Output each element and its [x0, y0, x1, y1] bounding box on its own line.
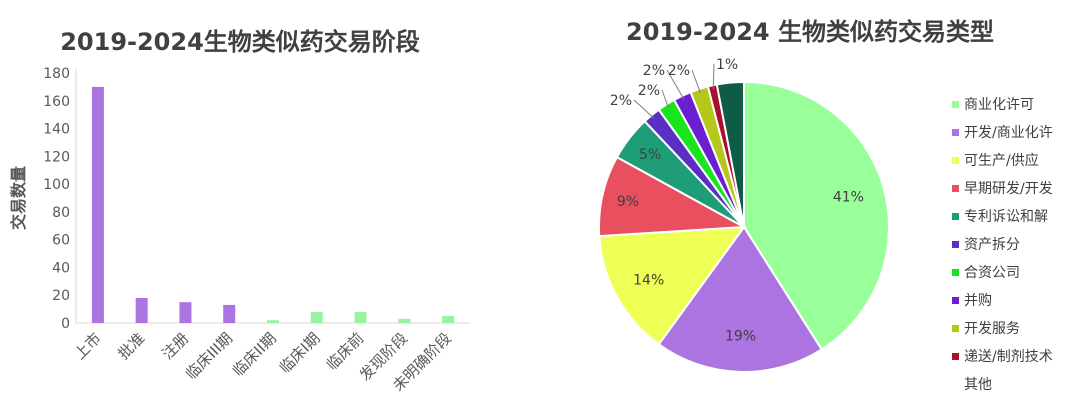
- y-tick-label: 80: [52, 205, 70, 221]
- bar: [135, 298, 148, 323]
- legend-swatch: [952, 297, 959, 304]
- leader-line: [712, 63, 715, 90]
- pie-slice-label: 1%: [716, 57, 738, 73]
- leader-line: [661, 89, 669, 109]
- leader-line: [691, 69, 701, 94]
- bar: [223, 304, 236, 323]
- y-tick-label: 60: [52, 233, 70, 249]
- legend-swatch: [952, 157, 959, 164]
- bar-chart-title: 2019-2024生物类似药交易阶段: [60, 28, 420, 56]
- y-tick-label: 40: [52, 260, 70, 276]
- legend-swatch: [952, 101, 959, 108]
- pie-slice-label: 2%: [643, 63, 665, 79]
- y-tick-label: 180: [43, 66, 70, 82]
- y-tick-label: 140: [43, 122, 70, 138]
- y-tick-label: 100: [43, 177, 70, 193]
- pie-chart-title: 2019-2024 生物类似药交易类型: [626, 18, 994, 46]
- x-tick-label: 注册: [158, 329, 192, 363]
- x-tick-label: 临床I期: [276, 329, 324, 377]
- pie-slice-label: 2%: [668, 63, 690, 79]
- legend-label: 其他: [964, 377, 992, 393]
- bar: [442, 316, 455, 323]
- legend-label: 早期研发/开发: [964, 181, 1053, 197]
- pie-slice: [657, 225, 824, 373]
- bar: [91, 86, 104, 323]
- leader-line: [666, 69, 685, 100]
- legend-swatch: [952, 129, 959, 136]
- bar: [267, 320, 279, 323]
- legend-label: 递送/制剂技术: [964, 349, 1053, 365]
- bar: [398, 318, 411, 323]
- bar: [179, 302, 192, 323]
- pie-slice-label: 14%: [633, 272, 664, 288]
- bar: [354, 311, 367, 323]
- pie-slice: [598, 225, 747, 346]
- pie-slice-label: 19%: [725, 329, 756, 345]
- x-tick-label: 临床II期: [229, 329, 280, 380]
- pie-slice-label: 41%: [833, 190, 864, 206]
- legend-swatch: [952, 325, 959, 332]
- pie-slice-label: 2%: [610, 93, 632, 109]
- x-tick-label: 临床III期: [182, 329, 236, 383]
- legend-label: 商业化许可: [964, 97, 1034, 113]
- legend-swatch: [952, 353, 959, 360]
- legend-label: 开发服务: [964, 321, 1020, 337]
- legend-label: 专利诉讼和解: [964, 209, 1048, 225]
- y-tick-label: 20: [52, 288, 70, 304]
- legend-swatch: [952, 185, 959, 192]
- x-tick-label: 上市: [71, 329, 105, 363]
- pie-chart: 41%19%14%9%5%2%2%2% 2% 1%商业化许可开发/商业化许可生产/供…: [598, 57, 1053, 393]
- legend-label: 资产拆分: [964, 237, 1020, 253]
- y-tick-label: 0: [61, 316, 70, 332]
- leader-line: [633, 99, 655, 119]
- y-axis-label: 交易数量: [9, 166, 28, 230]
- pie-slice-label: 5%: [639, 147, 661, 163]
- pie-slice-label: 2%: [638, 83, 660, 99]
- legend-label: 并购: [964, 293, 992, 309]
- pie-slice-label: 9%: [617, 194, 639, 210]
- legend-label: 合资公司: [964, 265, 1020, 281]
- legend-swatch: [952, 269, 959, 276]
- legend-swatch: [952, 241, 959, 248]
- legend-label: 开发/商业化许: [964, 125, 1053, 141]
- legend-label: 可生产/供应: [964, 152, 1039, 169]
- y-tick-label: 160: [43, 94, 70, 110]
- pie-slice: [715, 80, 745, 228]
- y-tick-label: 120: [43, 149, 70, 165]
- legend-swatch: [952, 213, 959, 220]
- x-tick-label: 批准: [115, 329, 149, 363]
- pie-slice: [598, 155, 748, 238]
- bar: [310, 311, 323, 323]
